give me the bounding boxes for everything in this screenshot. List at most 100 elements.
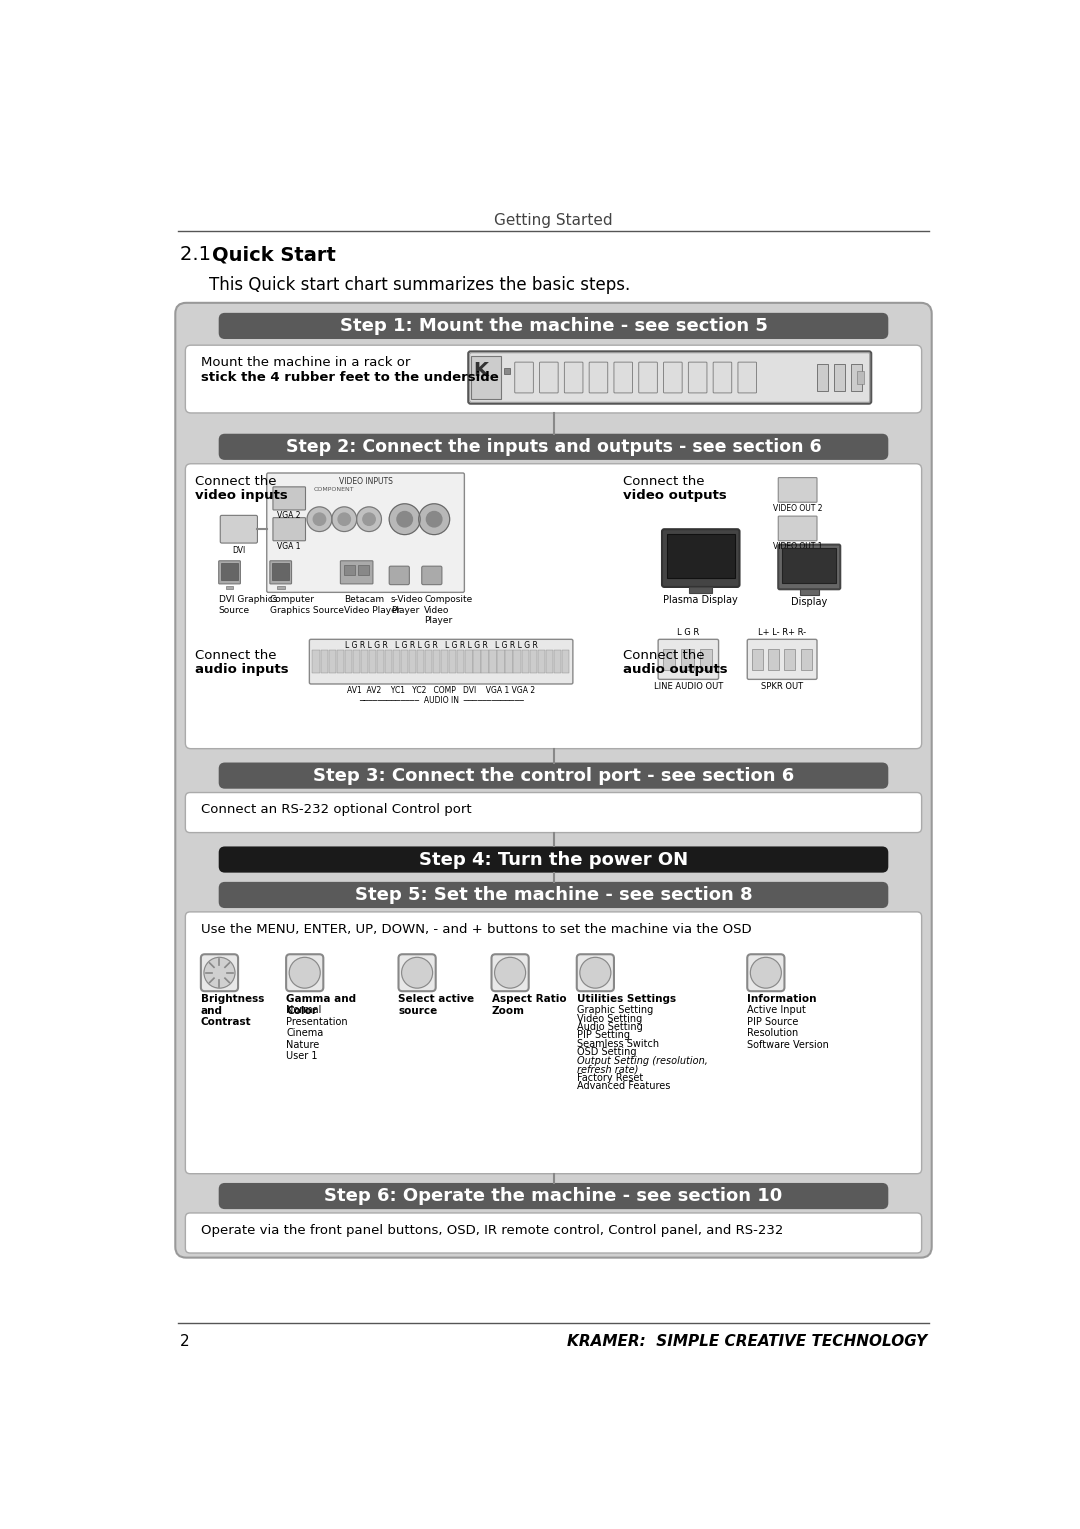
FancyBboxPatch shape (201, 954, 238, 991)
FancyBboxPatch shape (175, 303, 932, 1258)
FancyBboxPatch shape (218, 313, 889, 339)
Text: COMPONENT: COMPONENT (313, 486, 354, 492)
FancyBboxPatch shape (186, 1212, 921, 1252)
FancyBboxPatch shape (663, 362, 683, 393)
Text: Step 5: Set the machine - see section 8: Step 5: Set the machine - see section 8 (354, 885, 753, 904)
Text: Connect the: Connect the (195, 474, 276, 488)
FancyBboxPatch shape (340, 561, 373, 584)
Text: Utilities Settings: Utilities Settings (577, 994, 676, 1005)
FancyBboxPatch shape (662, 529, 740, 587)
Circle shape (307, 508, 332, 532)
Bar (858, 370, 864, 384)
Text: DVI: DVI (232, 546, 245, 555)
Text: Operate via the front panel buttons, OSD, IR remote control, Control panel, and : Operate via the front panel buttons, OSD… (201, 1223, 783, 1237)
FancyBboxPatch shape (779, 544, 840, 589)
Circle shape (397, 512, 413, 528)
Bar (345, 650, 352, 673)
Circle shape (419, 503, 449, 535)
Text: Quick Start: Quick Start (213, 245, 336, 265)
FancyBboxPatch shape (658, 639, 718, 679)
Bar (377, 650, 384, 673)
FancyBboxPatch shape (186, 346, 921, 413)
FancyBboxPatch shape (273, 518, 306, 541)
Text: Connect an RS-232 optional Control port: Connect an RS-232 optional Control port (201, 803, 472, 816)
Text: L G R: L G R (677, 628, 700, 636)
Text: Video Setting: Video Setting (577, 1014, 642, 1023)
Text: Seamless Switch: Seamless Switch (577, 1038, 659, 1049)
Text: stick the 4 rubber feet to the underside: stick the 4 rubber feet to the underside (201, 372, 499, 384)
FancyBboxPatch shape (491, 954, 529, 991)
Text: Step 2: Connect the inputs and outputs - see section 6: Step 2: Connect the inputs and outputs -… (286, 437, 821, 456)
Text: Use the MENU, ENTER, UP, DOWN, - and + buttons to set the machine via the OSD: Use the MENU, ENTER, UP, DOWN, - and + b… (201, 922, 752, 936)
Text: ─────────────  AUDIO IN  ─────────────: ───────────── AUDIO IN ───────────── (359, 696, 524, 705)
Circle shape (204, 957, 235, 988)
Bar (345, 564, 355, 575)
Bar (851, 364, 862, 391)
Bar (409, 650, 416, 673)
Text: Connect the: Connect the (195, 648, 276, 662)
Bar (689, 587, 713, 593)
Bar (834, 364, 845, 391)
Text: Step 1: Mount the machine - see section 5: Step 1: Mount the machine - see section … (339, 317, 768, 335)
Circle shape (289, 957, 321, 988)
Text: VIDEO OUT 1: VIDEO OUT 1 (773, 543, 822, 552)
FancyBboxPatch shape (515, 362, 534, 393)
Bar (782, 549, 836, 583)
Circle shape (338, 514, 350, 526)
Text: Connect the: Connect the (623, 474, 705, 488)
Text: Output Setting (resolution,: Output Setting (resolution, (577, 1057, 707, 1066)
Text: audio inputs: audio inputs (195, 664, 289, 676)
Bar (353, 650, 360, 673)
FancyBboxPatch shape (565, 362, 583, 393)
Bar (417, 650, 424, 673)
FancyBboxPatch shape (218, 561, 241, 584)
Bar (681, 648, 693, 670)
FancyBboxPatch shape (218, 847, 889, 873)
Text: Getting Started: Getting Started (495, 213, 612, 228)
Circle shape (356, 508, 381, 532)
FancyBboxPatch shape (273, 486, 306, 511)
Text: This Quick start chart summarizes the basic steps.: This Quick start chart summarizes the ba… (208, 275, 630, 294)
FancyBboxPatch shape (638, 362, 658, 393)
Text: AV1  AV2    YC1   YC2   COMP   DVI    VGA 1 VGA 2: AV1 AV2 YC1 YC2 COMP DVI VGA 1 VGA 2 (347, 685, 536, 694)
Bar (328, 650, 336, 673)
FancyBboxPatch shape (540, 362, 558, 393)
Circle shape (363, 514, 375, 526)
Bar (465, 650, 473, 673)
FancyBboxPatch shape (713, 362, 732, 393)
Text: Betacam
Video Player: Betacam Video Player (345, 595, 401, 615)
FancyBboxPatch shape (218, 1183, 889, 1209)
FancyBboxPatch shape (309, 639, 572, 683)
Text: Mount the machine in a rack or: Mount the machine in a rack or (201, 356, 410, 368)
Text: Audio Setting: Audio Setting (577, 1021, 643, 1032)
Circle shape (389, 503, 420, 535)
Bar (221, 563, 238, 579)
Text: video outputs: video outputs (623, 489, 727, 502)
Bar (457, 650, 464, 673)
FancyBboxPatch shape (688, 362, 707, 393)
Text: Information: Information (747, 994, 816, 1005)
Text: Advanced Features: Advanced Features (577, 1081, 670, 1092)
Text: Gamma and
Color: Gamma and Color (286, 994, 356, 1015)
Text: L+ L- R+ R-: L+ L- R+ R- (758, 628, 806, 636)
Bar (529, 650, 537, 673)
Text: DVI Graphics
Source: DVI Graphics Source (218, 595, 278, 615)
Bar (800, 648, 811, 670)
Text: Active Input
PIP Source
Resolution
Software Version: Active Input PIP Source Resolution Softw… (747, 1005, 829, 1050)
Text: OSD Setting: OSD Setting (577, 1047, 636, 1058)
Bar (498, 650, 504, 673)
Bar (505, 650, 513, 673)
Bar (276, 586, 284, 589)
FancyBboxPatch shape (613, 362, 633, 393)
Text: L G R L G R   L G R L G R   L G R L G R   L G R L G R: L G R L G R L G R L G R L G R L G R L G … (345, 641, 538, 650)
Bar (449, 650, 457, 673)
Text: Connect the: Connect the (623, 648, 705, 662)
Bar (312, 650, 320, 673)
Text: VIDEO INPUTS: VIDEO INPUTS (339, 477, 392, 486)
Circle shape (332, 508, 356, 532)
Circle shape (402, 957, 433, 988)
Bar (666, 534, 734, 578)
Bar (226, 586, 233, 589)
Text: KRAMER:  SIMPLE CREATIVE TECHNOLOGY: KRAMER: SIMPLE CREATIVE TECHNOLOGY (567, 1333, 927, 1349)
Text: audio outputs: audio outputs (623, 664, 728, 676)
